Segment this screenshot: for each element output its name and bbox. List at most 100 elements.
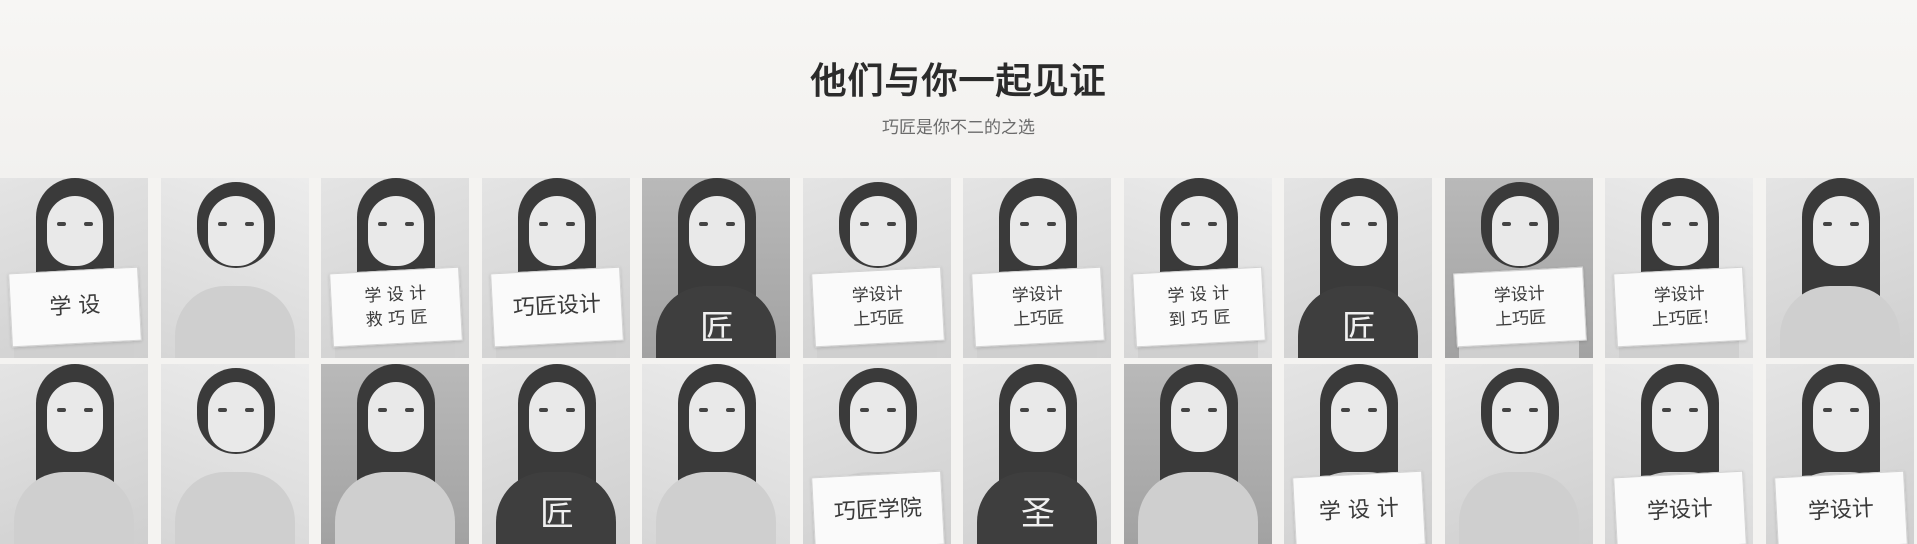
body-shape bbox=[656, 472, 776, 544]
handwritten-sign: 学设计 上巧匠 bbox=[1453, 266, 1587, 348]
handwritten-sign: 学 设 bbox=[8, 266, 142, 348]
eyes-shape bbox=[57, 222, 93, 228]
eyes-shape bbox=[539, 408, 575, 414]
handwritten-sign: 学 设 计 bbox=[1292, 470, 1426, 544]
handwritten-sign: 巧匠学院 bbox=[811, 470, 945, 544]
body-shape bbox=[175, 286, 295, 358]
handwritten-sign: 学设计 上巧匠 bbox=[811, 266, 945, 348]
student-photo: 学设计 上巧匠 bbox=[803, 178, 951, 358]
eyes-shape bbox=[1020, 408, 1056, 414]
eyes-shape bbox=[539, 222, 575, 228]
student-photo: 匠 bbox=[642, 178, 790, 358]
face-shape bbox=[1010, 382, 1066, 452]
body-shape bbox=[335, 472, 455, 544]
body-shape bbox=[175, 472, 295, 544]
eyes-shape bbox=[860, 222, 896, 228]
eyes-shape bbox=[1341, 408, 1377, 414]
eyes-shape bbox=[1502, 222, 1538, 228]
handwritten-sign: 学设计 bbox=[1613, 470, 1747, 544]
student-photo: 学 设 计 到 巧 匠 bbox=[1124, 178, 1272, 358]
body-shape bbox=[1780, 286, 1900, 358]
tshirt-logo-text: 匠 bbox=[1342, 308, 1376, 348]
eyes-shape bbox=[57, 408, 93, 414]
eyes-shape bbox=[218, 222, 254, 228]
student-photo: 匠 bbox=[1284, 178, 1432, 358]
face-shape bbox=[1813, 382, 1869, 452]
face-shape bbox=[1171, 196, 1227, 266]
handwritten-sign: 学 设 计 救 巧 匠 bbox=[329, 266, 463, 348]
handwritten-sign: 学设计 上巧匠 bbox=[971, 266, 1105, 348]
handwritten-sign: 学设计 bbox=[1774, 470, 1908, 544]
student-photo bbox=[642, 364, 790, 544]
face-shape bbox=[689, 382, 745, 452]
student-photo: 巧匠设计 bbox=[482, 178, 630, 358]
face-shape bbox=[850, 196, 906, 266]
body-shape bbox=[14, 472, 134, 544]
student-photo: 学设计 上巧匠 bbox=[963, 178, 1111, 358]
student-photo bbox=[1445, 364, 1593, 544]
testimonial-header: 他们与你一起见证 巧匠是你不二的之选 bbox=[0, 0, 1917, 178]
student-photo: 学 设 计 bbox=[1284, 364, 1432, 544]
student-photo bbox=[321, 364, 469, 544]
eyes-shape bbox=[1020, 222, 1056, 228]
student-photo bbox=[1766, 178, 1914, 358]
face-shape bbox=[368, 382, 424, 452]
student-photo-grid: 学 设学 设 计 救 巧 匠巧匠设计匠学设计 上巧匠 学设计 上巧匠学 设 计 到… bbox=[0, 178, 1917, 544]
face-shape bbox=[850, 382, 906, 452]
face-shape bbox=[1652, 196, 1708, 266]
eyes-shape bbox=[1181, 408, 1217, 414]
eyes-shape bbox=[1502, 408, 1538, 414]
face-shape bbox=[1492, 196, 1548, 266]
section-title: 他们与你一起见证 bbox=[810, 61, 1107, 102]
face-shape bbox=[689, 196, 745, 266]
face-shape bbox=[1331, 196, 1387, 266]
student-photo: 学 设 bbox=[0, 178, 148, 358]
face-shape bbox=[529, 196, 585, 266]
eyes-shape bbox=[699, 222, 735, 228]
eyes-shape bbox=[860, 408, 896, 414]
face-shape bbox=[1010, 196, 1066, 266]
student-photo bbox=[0, 364, 148, 544]
student-photo: 匠 bbox=[482, 364, 630, 544]
eyes-shape bbox=[378, 408, 414, 414]
body-shape bbox=[1298, 286, 1418, 358]
body-shape bbox=[1459, 472, 1579, 544]
eyes-shape bbox=[218, 408, 254, 414]
face-shape bbox=[1813, 196, 1869, 266]
student-photo: 学设计 上巧匠 bbox=[1445, 178, 1593, 358]
face-shape bbox=[1171, 382, 1227, 452]
tshirt-logo-text: 匠 bbox=[540, 494, 574, 534]
body-shape bbox=[656, 286, 776, 358]
student-photo: 学 设 计 救 巧 匠 bbox=[321, 178, 469, 358]
student-photo: 圣 bbox=[963, 364, 1111, 544]
handwritten-sign: 学设计 上巧匠! bbox=[1613, 266, 1747, 348]
eyes-shape bbox=[1823, 408, 1859, 414]
face-shape bbox=[208, 382, 264, 452]
face-shape bbox=[529, 382, 585, 452]
face-shape bbox=[1331, 382, 1387, 452]
eyes-shape bbox=[378, 222, 414, 228]
student-photo: 学设计 bbox=[1766, 364, 1914, 544]
body-shape bbox=[1138, 472, 1258, 544]
face-shape bbox=[1492, 382, 1548, 452]
face-shape bbox=[47, 382, 103, 452]
face-shape bbox=[1652, 382, 1708, 452]
eyes-shape bbox=[1341, 222, 1377, 228]
student-photo bbox=[161, 364, 309, 544]
student-photo: 学设计 上巧匠! bbox=[1605, 178, 1753, 358]
handwritten-sign: 学 设 计 到 巧 匠 bbox=[1132, 266, 1266, 348]
student-photo: 学设计 bbox=[1605, 364, 1753, 544]
face-shape bbox=[368, 196, 424, 266]
eyes-shape bbox=[1181, 222, 1217, 228]
handwritten-sign: 巧匠设计 bbox=[490, 266, 624, 348]
student-photo bbox=[1124, 364, 1272, 544]
face-shape bbox=[208, 196, 264, 266]
eyes-shape bbox=[699, 408, 735, 414]
eyes-shape bbox=[1823, 222, 1859, 228]
section-subtitle: 巧匠是你不二的之选 bbox=[882, 118, 1035, 138]
eyes-shape bbox=[1662, 222, 1698, 228]
tshirt-logo-text: 圣 bbox=[1021, 494, 1055, 534]
student-photo: 巧匠学院 bbox=[803, 364, 951, 544]
student-photo bbox=[161, 178, 309, 358]
face-shape bbox=[47, 196, 103, 266]
